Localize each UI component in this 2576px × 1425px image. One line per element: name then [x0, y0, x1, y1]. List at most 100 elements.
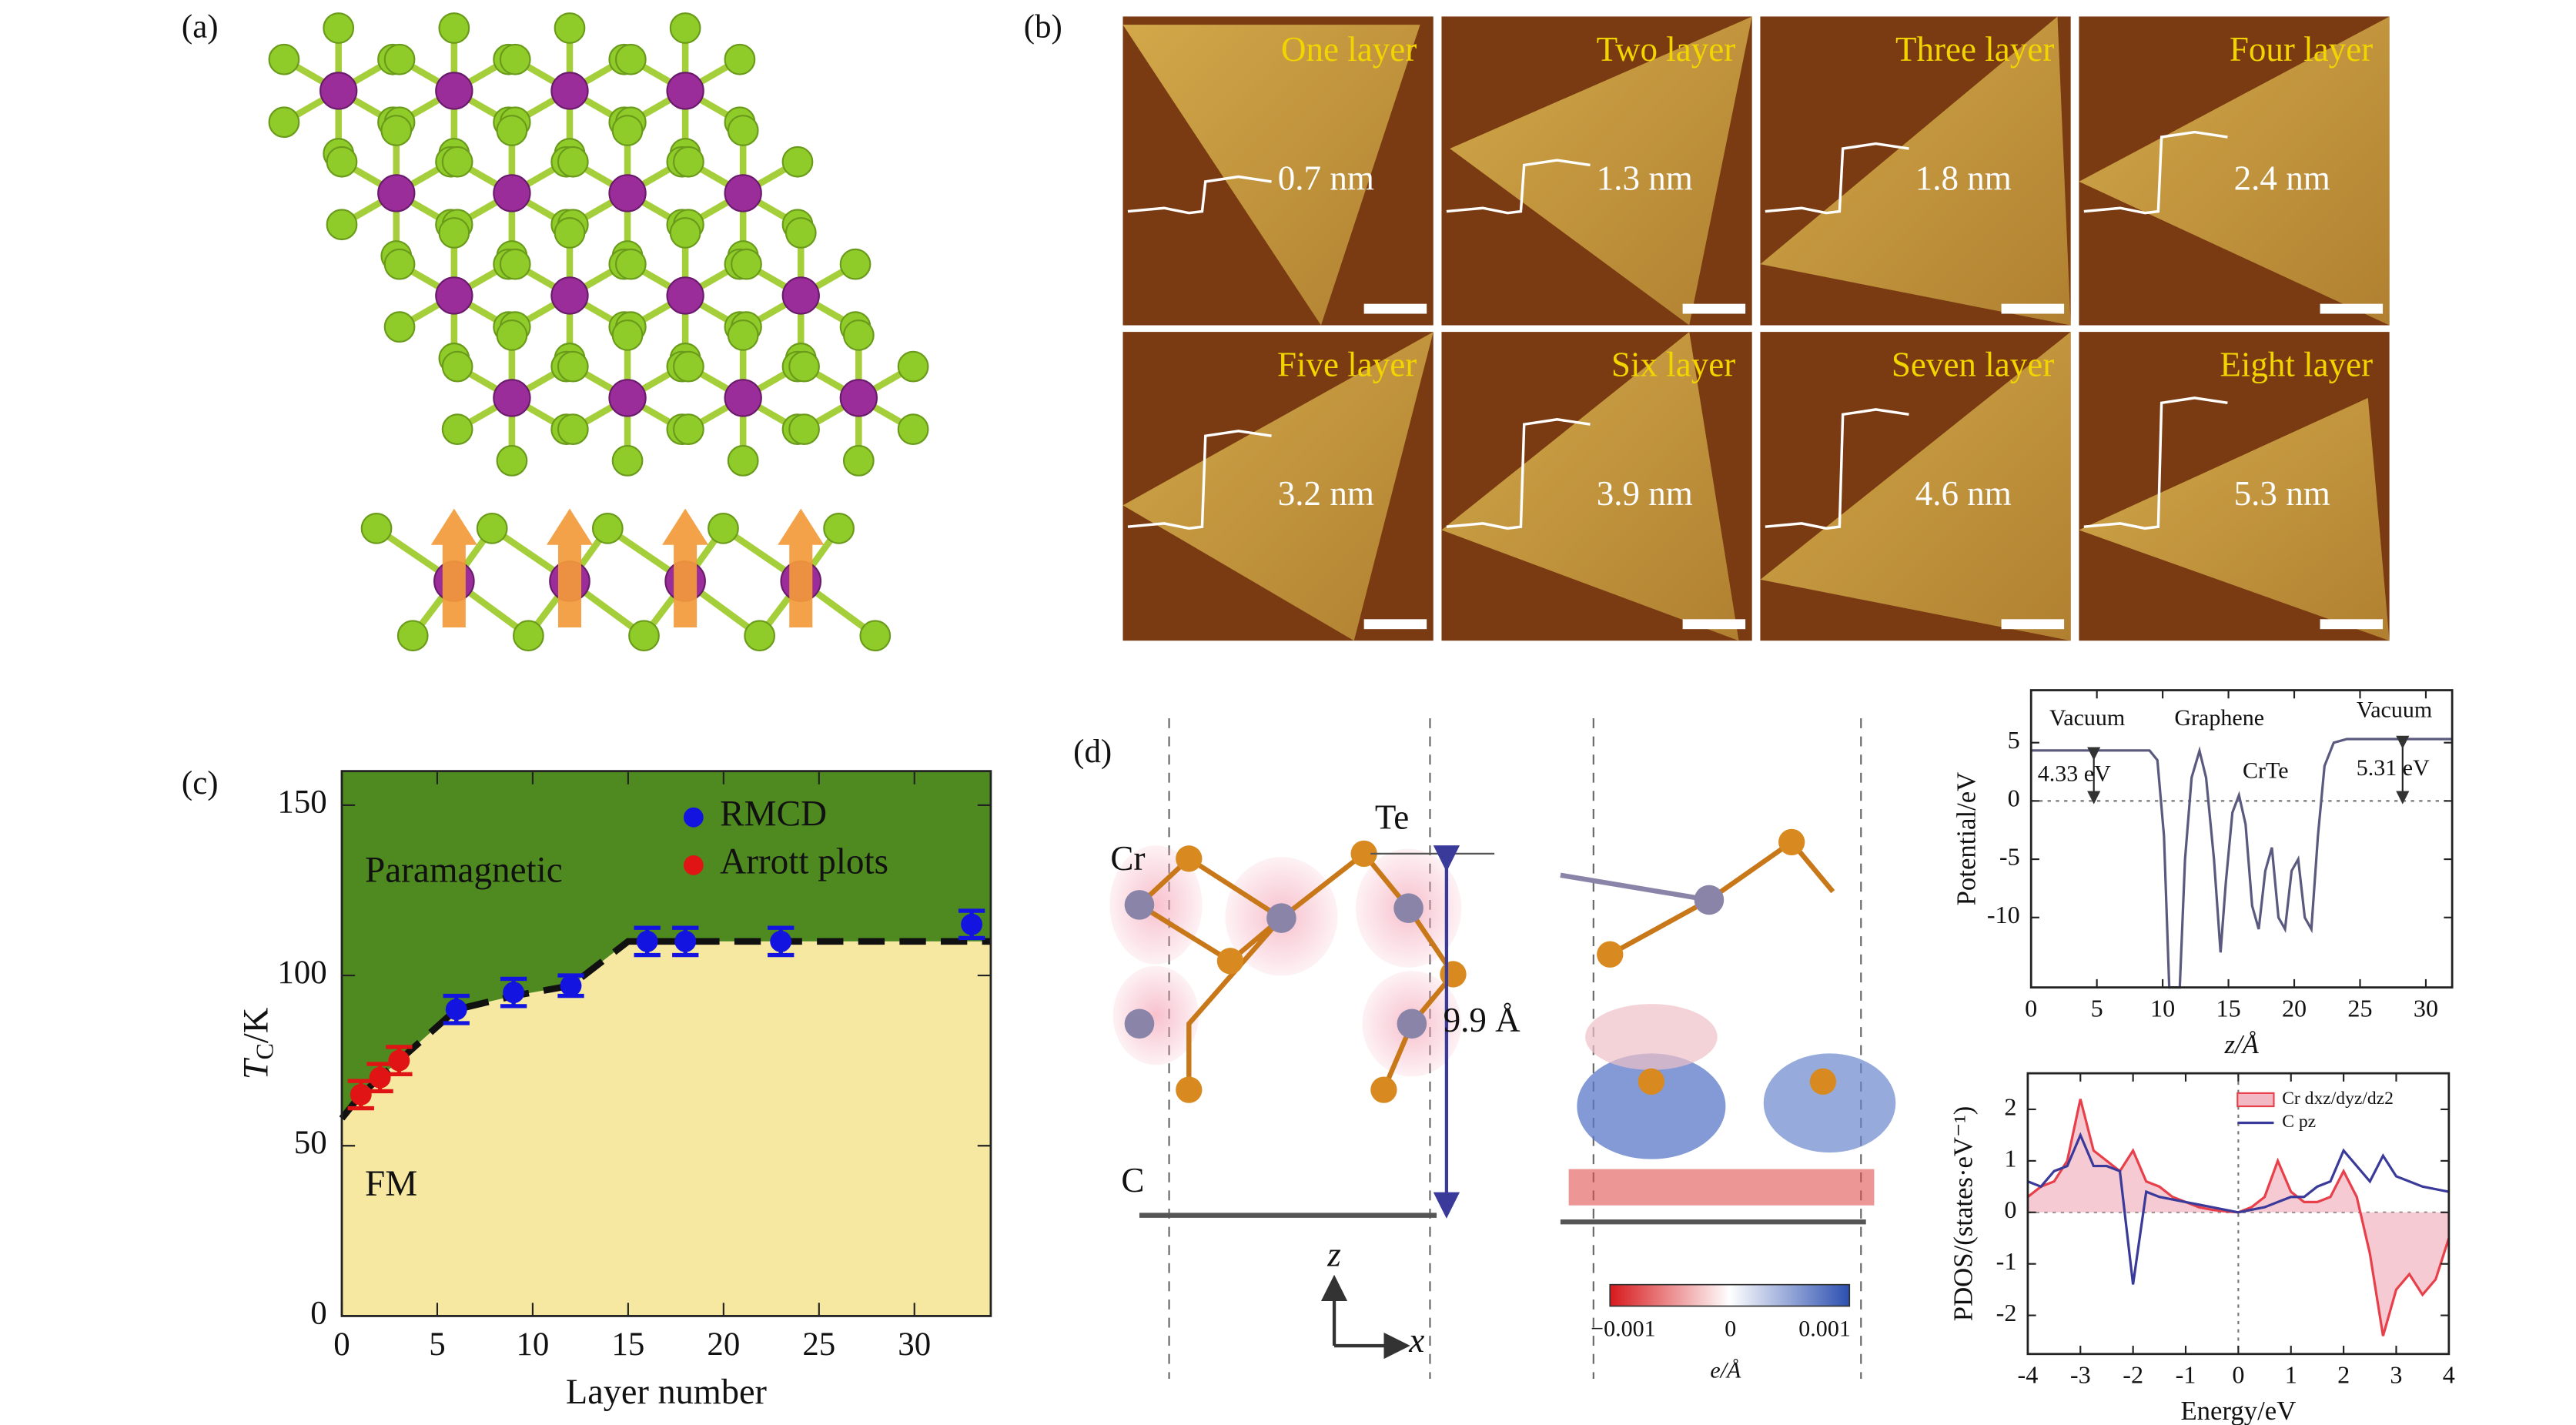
- x-tick-label: 2: [2337, 1361, 2350, 1389]
- legend-swatch: [2236, 1092, 2275, 1108]
- afm-image: One layer 0.7 nm: [1122, 16, 1434, 326]
- height-label: 2.4 nm: [2234, 159, 2330, 197]
- layer-label: Five layer: [1277, 346, 1417, 384]
- charge-density: [1109, 845, 1203, 965]
- te-atom: [326, 209, 358, 241]
- data-point: [503, 982, 525, 1004]
- te-atom: [438, 12, 470, 44]
- te-atom: [1638, 1068, 1665, 1096]
- afm-image: Six layer 3.9 nm: [1441, 332, 1752, 641]
- te-atom: [557, 413, 589, 446]
- te-atom: [859, 620, 892, 652]
- axis-letter: z: [1326, 1236, 1341, 1274]
- y-tick-label: 2: [2004, 1092, 2016, 1120]
- te-atom: [781, 146, 814, 178]
- colorbar-tick-label: 0.001: [1798, 1316, 1851, 1342]
- cr-atom: [666, 72, 704, 110]
- y-tick-label: 50: [294, 1125, 327, 1161]
- te-atom: [591, 512, 624, 544]
- cr-atom: [1266, 903, 1296, 933]
- te-atom: [396, 620, 429, 652]
- y-tick-label: 1: [2004, 1144, 2016, 1172]
- te-atom: [785, 217, 817, 249]
- te-atom: [441, 350, 473, 383]
- colorbar-tick-label: 0: [1725, 1316, 1736, 1342]
- afm-image: Two layer 1.3 nm: [1441, 16, 1752, 326]
- te-atom: [1350, 840, 1377, 868]
- level-label: 4.33 eV: [2038, 761, 2111, 786]
- te-atom: [708, 512, 739, 544]
- bond: [1560, 872, 1710, 903]
- afm-image: Three layer 1.8 nm: [1760, 16, 2071, 326]
- te-atom: [383, 248, 416, 280]
- te-atom: [499, 248, 531, 280]
- annotation: Vacuum: [2049, 705, 2125, 731]
- te-atom: [554, 12, 586, 44]
- x-tick-label: -1: [2176, 1361, 2196, 1389]
- height-profile: [2083, 130, 2228, 215]
- atom-label: Cr: [1110, 839, 1145, 878]
- afm-image: Four layer 2.4 nm: [2079, 16, 2390, 326]
- cr-atom: [781, 276, 820, 315]
- cr-atom: [608, 174, 647, 212]
- scale-bar: [1363, 619, 1427, 630]
- te-atom: [842, 319, 875, 351]
- spin-arrow: [662, 508, 709, 628]
- flake: [1122, 332, 1434, 641]
- te-atom: [614, 248, 647, 280]
- colorbar: [1609, 1283, 1851, 1307]
- te-atom: [380, 115, 413, 146]
- cr-atom: [435, 276, 473, 315]
- height-profile: [1127, 430, 1272, 530]
- cr-atom: [319, 72, 358, 110]
- region: [341, 771, 991, 1119]
- legend-marker: [683, 855, 704, 875]
- scale-bar: [1682, 303, 1746, 314]
- height-label: 1.8 nm: [1915, 159, 2012, 197]
- te-atom: [323, 12, 355, 44]
- x-tick-label: 20: [707, 1326, 740, 1363]
- te-atom: [441, 413, 473, 446]
- te-atom: [727, 319, 759, 351]
- x-tick-label: 5: [2091, 995, 2103, 1022]
- line: [2027, 1132, 2450, 1285]
- te-atom: [1440, 961, 1467, 988]
- te-atom: [727, 445, 759, 477]
- te-atom: [438, 217, 470, 249]
- cr-atom: [493, 174, 531, 212]
- data-point: [961, 913, 983, 935]
- layer-label: One layer: [1281, 30, 1417, 69]
- x-tick-label: 30: [898, 1326, 931, 1363]
- height-label: 3.2 nm: [1278, 474, 1374, 513]
- layer-label: Seven layer: [1892, 346, 2054, 384]
- x-tick-label: 15: [611, 1326, 644, 1363]
- te-atom: [724, 43, 756, 75]
- te-atom: [897, 350, 929, 383]
- height-profile: [1446, 159, 1591, 215]
- height-profile: [1765, 408, 1909, 530]
- height-label: 3.9 nm: [1597, 474, 1693, 513]
- bond: [1608, 838, 1835, 957]
- cr-atom: [1124, 1009, 1155, 1039]
- te-atom: [611, 319, 644, 351]
- te-atom: [496, 445, 528, 477]
- colorbar-label: e/Å: [1710, 1357, 1741, 1383]
- te-atom: [839, 248, 871, 280]
- charge-difference: [1763, 1053, 1896, 1153]
- height-profile: [2083, 396, 2228, 530]
- te-atom: [673, 146, 704, 178]
- region-label: Paramagnetic: [365, 850, 563, 890]
- y-tick-label: 0: [310, 1295, 326, 1331]
- annotation: CrTe: [2243, 758, 2289, 784]
- te-atom: [512, 620, 544, 652]
- y-tick-label: -5: [1999, 842, 2020, 870]
- cr-atom: [724, 174, 762, 212]
- x-tick-label: 0: [333, 1326, 350, 1363]
- legend-label: RMCD: [720, 794, 827, 835]
- layer-label: Two layer: [1597, 30, 1736, 69]
- te-atom: [1370, 1076, 1397, 1103]
- te-atom: [673, 350, 704, 383]
- te-atom: [360, 512, 393, 544]
- flake: [2079, 397, 2390, 641]
